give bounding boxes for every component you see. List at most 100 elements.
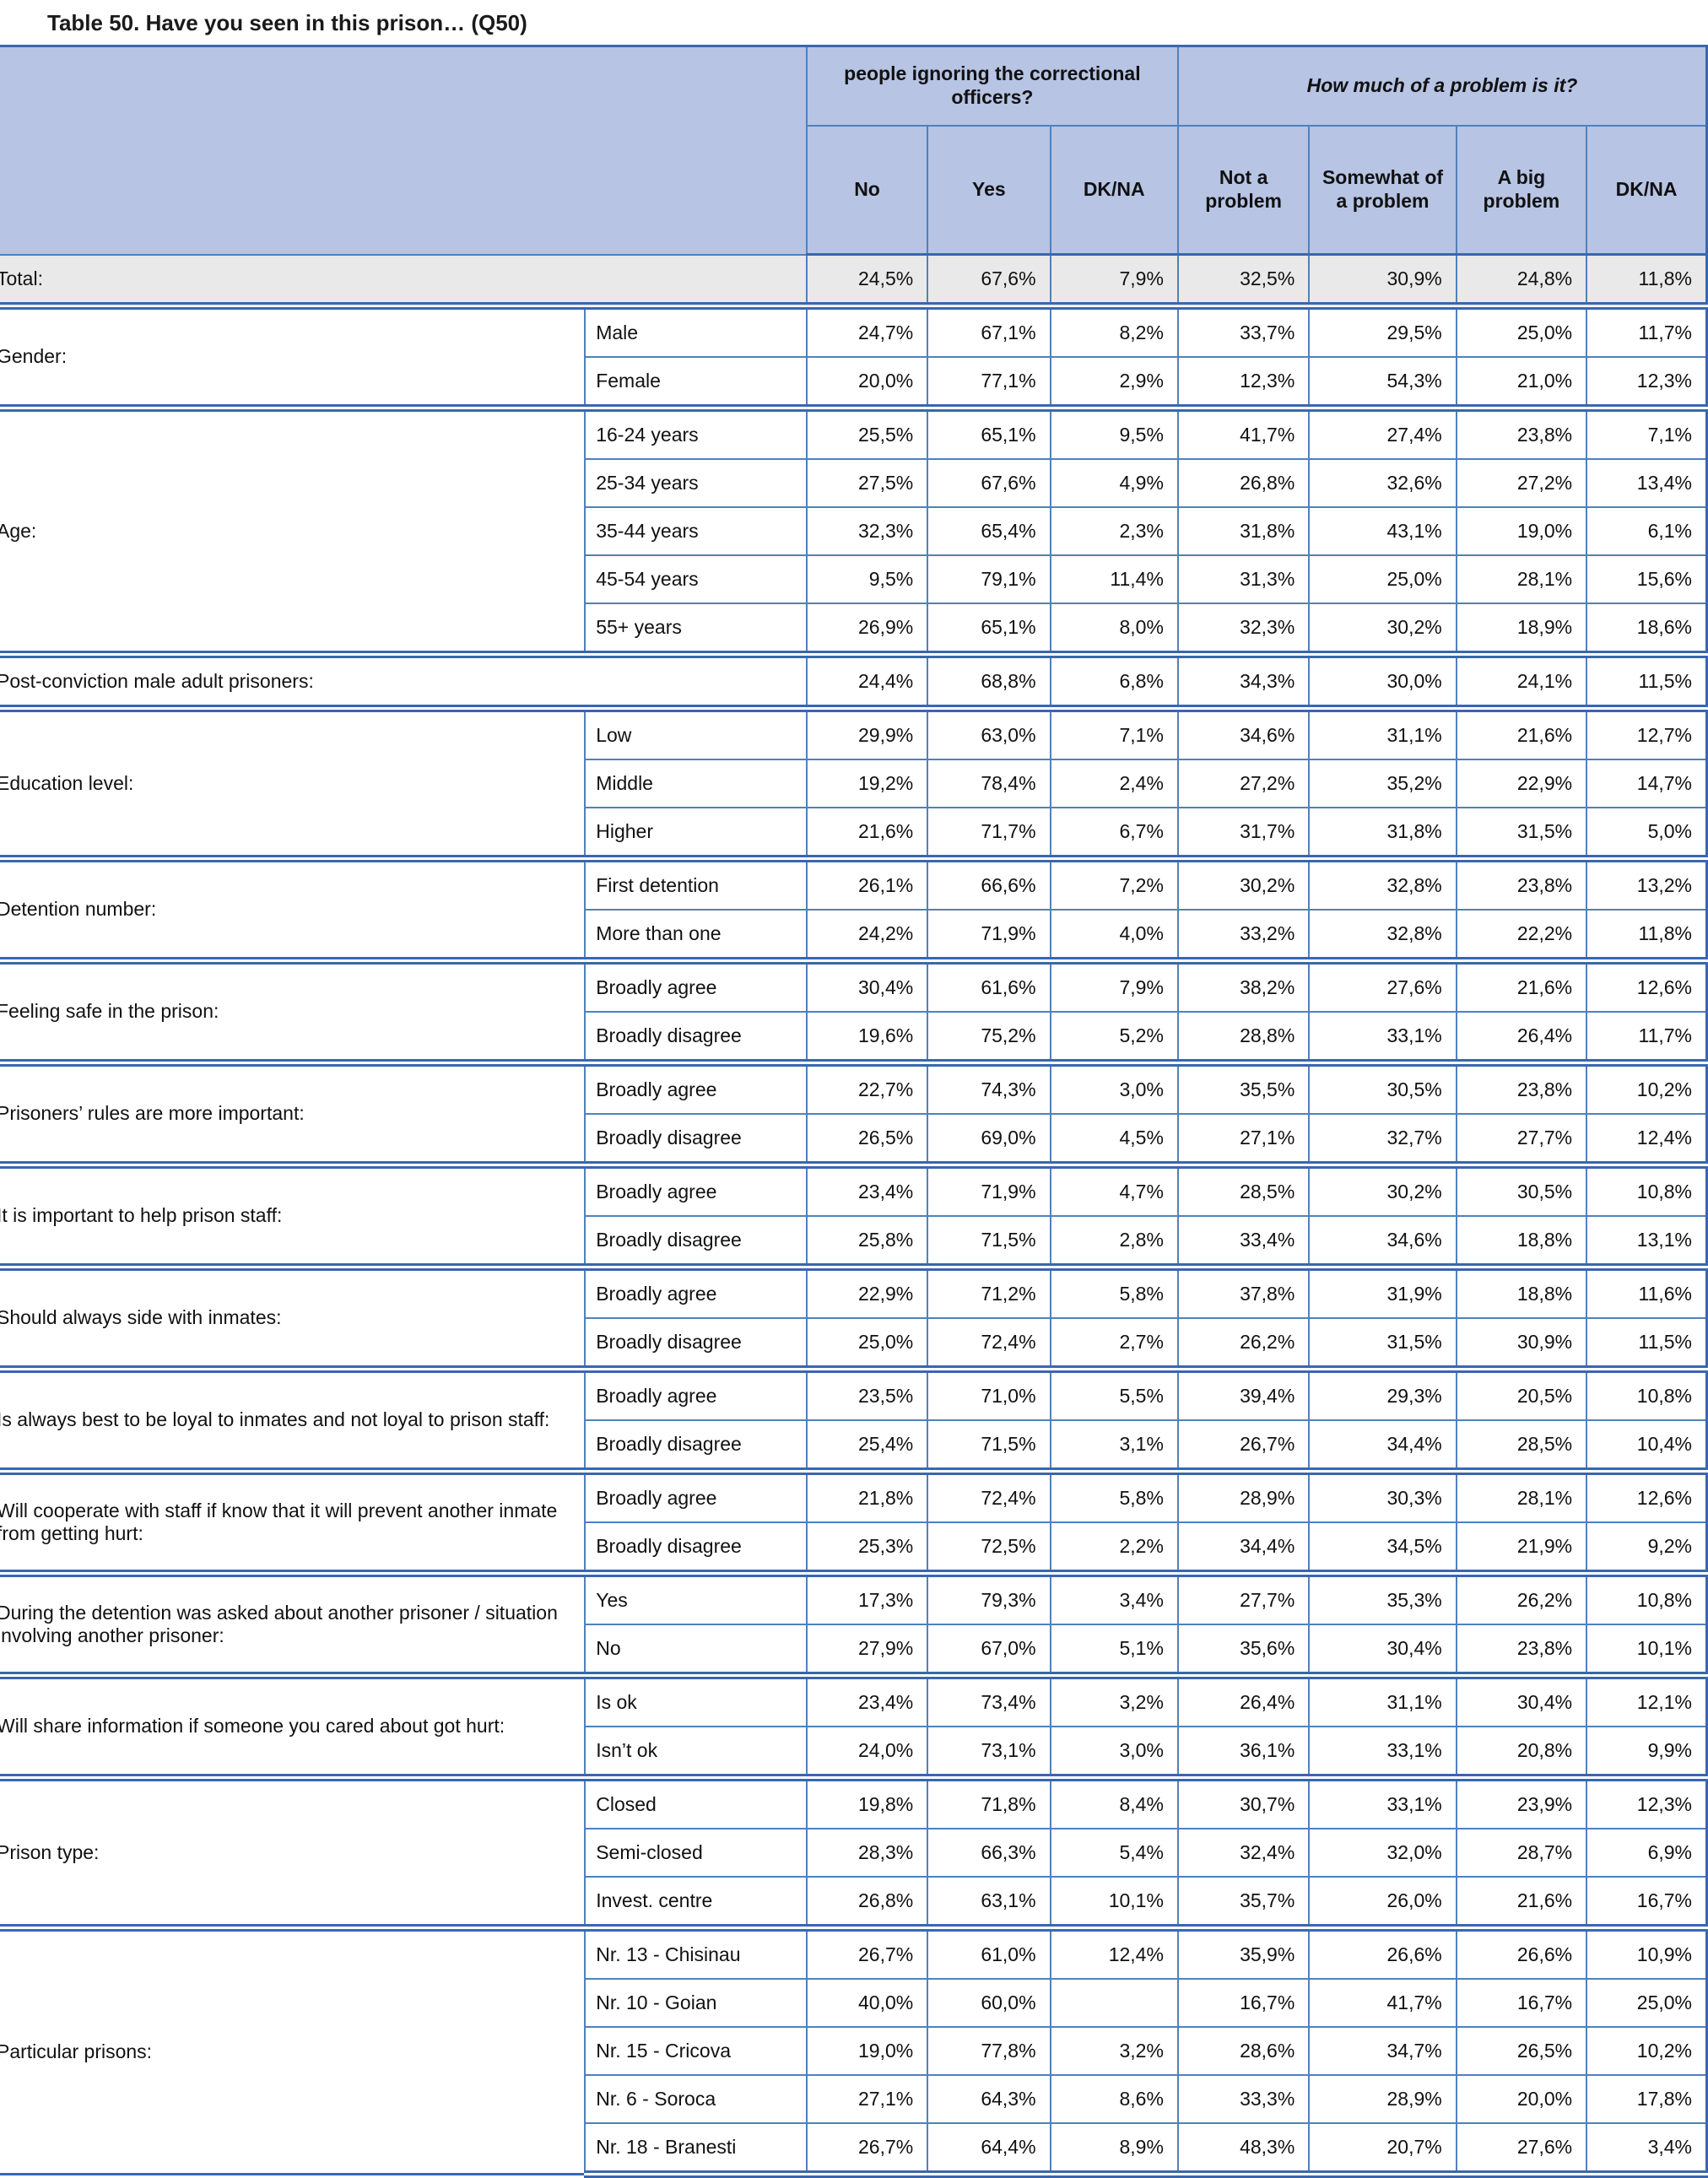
value-cell: 21,0% [1455, 356, 1588, 409]
value-cell: 11,5% [1586, 1317, 1708, 1370]
value-cell: 8,9% [1049, 2122, 1179, 2178]
value-cell: 3,4% [1586, 2122, 1708, 2178]
value-cell: 26,2% [1176, 1317, 1311, 1370]
survey-table: people ignoring the correctional officer… [0, 45, 1708, 2178]
value-cell: 22,7% [805, 1059, 929, 1115]
value-cell: 12,3% [1586, 1774, 1708, 1829]
value-cell: 3,1% [1049, 1419, 1179, 1473]
subcategory-cell: Higher [584, 807, 808, 860]
value-cell: 25,4% [805, 1419, 929, 1473]
value-cell [1049, 1978, 1179, 2028]
value-cell: 8,4% [1049, 1774, 1179, 1829]
value-cell: 17,8% [1586, 2074, 1708, 2124]
value-cell: 19,0% [1455, 506, 1588, 556]
subcategory-cell: First detention [584, 855, 808, 911]
table-row: Middle 19,2% 78,4% 2,4% 27,2% 35,2% 22,9% 14,7% [0, 759, 1708, 808]
category-cell: Gender: [0, 302, 586, 409]
value-cell: 20,0% [1455, 2074, 1588, 2124]
subcategory-cell: 25-34 years [584, 458, 808, 508]
value-cell: 15,6% [1586, 554, 1708, 604]
value-cell: 2,8% [1049, 1215, 1179, 1268]
value-cell: 32,8% [1308, 909, 1457, 962]
value-cell: 32,5% [1176, 253, 1311, 307]
value-cell: 30,5% [1455, 1161, 1588, 1217]
subcategory-cell: Middle [584, 759, 808, 808]
subcategory-cell: Is ok [584, 1672, 808, 1727]
value-cell: 41,7% [1176, 404, 1311, 460]
table-row: Is always best to be loyal to inmates an… [0, 1365, 1708, 1473]
value-cell: 31,3% [1176, 554, 1311, 604]
value-cell: 71,9% [927, 909, 1051, 962]
value-cell: 24,8% [1455, 253, 1588, 307]
value-cell: 3,0% [1049, 1059, 1179, 1115]
table-row: 55+ years 26,9% 65,1% 8,0% 32,3% 30,2% 18,9% 18… [0, 603, 1708, 656]
value-cell: 33,3% [1176, 2074, 1311, 2124]
subcategory-cell: Semi-closed [584, 1828, 808, 1878]
table-row: Should always side with inmates: Broadly … [0, 1263, 1708, 1370]
value-cell: 18,8% [1455, 1215, 1588, 1268]
value-cell: 26,8% [805, 1876, 929, 1929]
value-cell: 27,6% [1308, 957, 1457, 1013]
table-row: Isn’t ok 24,0% 73,1% 3,0% 36,1% 33,1% 20,8% 9,9… [0, 1726, 1708, 1779]
value-cell: 68,8% [927, 651, 1051, 710]
value-cell: 28,6% [1176, 2026, 1311, 2076]
table-row: Broadly disagree 19,6% 75,2% 5,2% 28,8% 33,1%… [0, 1011, 1708, 1064]
value-cell: 27,7% [1176, 1570, 1311, 1625]
value-cell: 20,0% [805, 356, 929, 409]
value-cell: 10,1% [1586, 1624, 1708, 1677]
table-row: Age: 16-24 years 25,5% 65,1% 9,5% 41,7% 27,4% 2… [0, 404, 1708, 656]
value-cell: 18,9% [1455, 603, 1588, 656]
value-cell: 21,6% [1455, 705, 1588, 760]
table-row: Education level: Low 29,9% 63,0% 7,1% 34,6% 31… [0, 705, 1708, 860]
value-cell: 19,8% [805, 1774, 929, 1829]
value-cell: 63,1% [927, 1876, 1051, 1929]
value-cell: 24,1% [1455, 651, 1588, 710]
category-cell: Education level: [0, 705, 586, 860]
header-col-dkna-2: DK/NA [1586, 125, 1708, 256]
value-cell: 34,7% [1308, 2026, 1457, 2076]
value-cell: 10,2% [1586, 2026, 1708, 2076]
value-cell: 7,1% [1586, 404, 1708, 460]
category-cell: Prisoners’ rules are more important: [0, 1059, 586, 1166]
value-cell: 6,9% [1586, 1828, 1708, 1878]
category-cell: Post-conviction male adult prisoners: [0, 651, 808, 710]
subcategory-cell: Invest. centre [584, 1876, 808, 1929]
table-row: 45-54 years 9,5% 79,1% 11,4% 31,3% 25,0% 28,1%… [0, 554, 1708, 604]
value-cell: 54,3% [1308, 356, 1457, 409]
table-row: Higher 21,6% 71,7% 6,7% 31,7% 31,8% 31,5% 5,0% [0, 807, 1708, 860]
value-cell: 26,5% [805, 1113, 929, 1166]
table-row: No 27,9% 67,0% 5,1% 35,6% 30,4% 23,8% 10,1% [0, 1624, 1708, 1677]
value-cell: 27,4% [1308, 404, 1457, 460]
value-cell: 27,1% [1176, 1113, 1311, 1166]
category-cell: Detention number: [0, 855, 586, 962]
value-cell: 7,9% [1049, 957, 1179, 1013]
value-cell: 25,3% [805, 1521, 929, 1575]
value-cell: 74,3% [927, 1059, 1051, 1115]
category-cell: Is always best to be loyal to inmates an… [0, 1365, 586, 1473]
value-cell: 30,4% [805, 957, 929, 1013]
value-cell: 60,0% [927, 1978, 1051, 2028]
value-cell: 4,0% [1049, 909, 1179, 962]
value-cell: 7,1% [1049, 705, 1179, 760]
header-corner-cell [0, 45, 808, 256]
value-cell: 41,7% [1308, 1978, 1457, 2028]
value-cell: 26,1% [805, 855, 929, 911]
value-cell: 34,6% [1308, 1215, 1457, 1268]
subcategory-cell: Broadly agree [584, 1263, 808, 1319]
table-title: Table 50. Have you seen in this prison… … [47, 10, 527, 35]
value-cell: 31,1% [1308, 1672, 1457, 1727]
value-cell: 5,0% [1586, 807, 1708, 860]
value-cell: 71,7% [927, 807, 1051, 860]
value-cell: 5,1% [1049, 1624, 1179, 1677]
value-cell: 31,5% [1455, 807, 1588, 860]
header-col-somewhat-problem: Somewhat of a problem [1308, 125, 1457, 256]
table-row: Detention number: First detention 26,1% 66,… [0, 855, 1708, 962]
value-cell: 26,4% [1455, 1011, 1588, 1064]
value-cell: 23,8% [1455, 404, 1588, 460]
value-cell: 26,2% [1455, 1570, 1588, 1625]
value-cell: 26,6% [1308, 1924, 1457, 1980]
value-cell: 71,5% [927, 1215, 1051, 1268]
value-cell: 25,0% [1586, 1978, 1708, 2028]
subcategory-cell: Broadly agree [584, 957, 808, 1013]
subcategory-cell: Broadly agree [584, 1161, 808, 1217]
